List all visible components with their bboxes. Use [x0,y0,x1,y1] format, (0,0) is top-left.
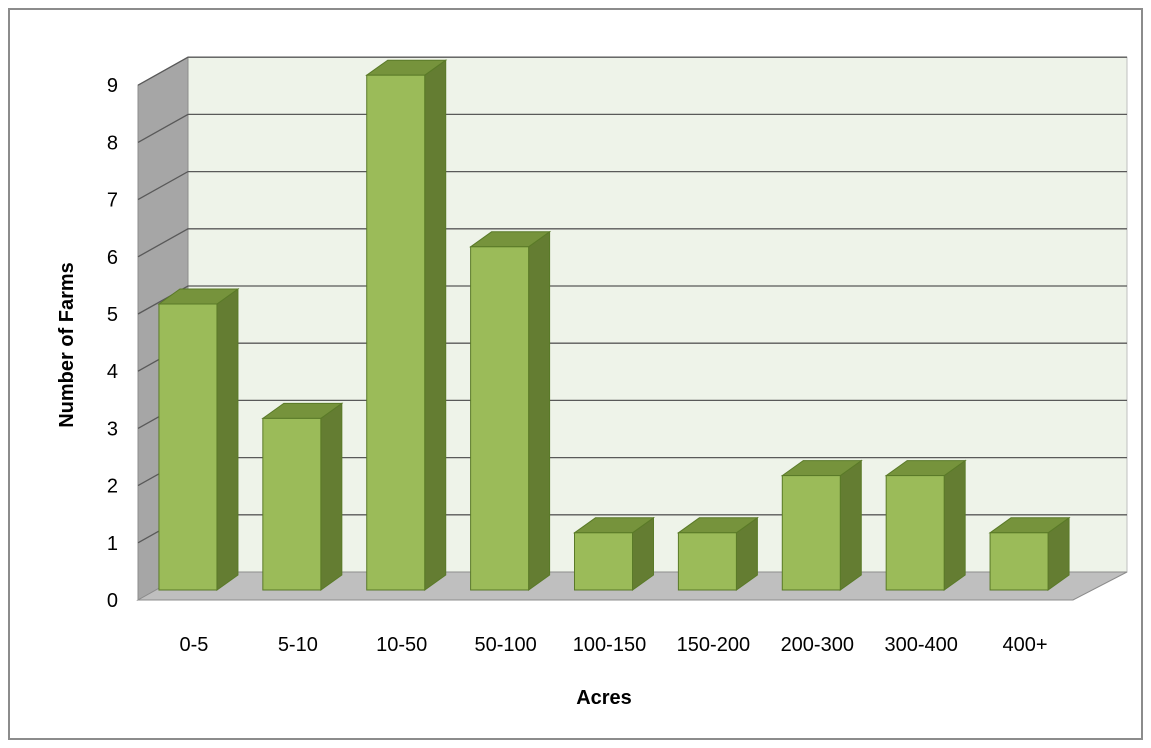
y-tick-label: 9 [107,75,118,97]
y-tick-label: 6 [107,247,118,269]
bar-side [528,230,551,591]
bar [884,459,967,591]
gridline [137,170,1127,201]
bar-side [943,459,966,591]
gridline [137,113,1127,143]
bar-front [158,303,218,591]
bar-front [885,475,945,591]
gridline [137,285,1127,315]
bar [365,59,448,591]
bar-side [216,288,239,591]
y-tick-label: 0 [107,590,118,612]
bar-front [262,417,322,591]
x-tick-label: 150-200 [677,634,750,656]
x-axis-title: Acres [576,687,632,709]
gridline [137,56,1127,86]
y-axis-ticks: 0 1 2 3 4 5 6 7 8 9 [107,75,118,612]
bar [157,288,240,591]
bar-front [781,475,841,591]
x-tick-label: 10-50 [376,634,427,656]
y-tick-label: 3 [107,418,118,440]
y-tick-label: 4 [107,361,118,383]
bar-front [574,532,633,591]
x-tick-label: 0-5 [179,634,208,656]
x-tick-label: 200-300 [781,634,854,656]
x-tick-label: 5-10 [278,634,318,656]
y-tick-label: 5 [107,304,118,326]
x-tick-label: 400+ [1003,634,1048,656]
bar [676,516,759,591]
y-tick-label: 2 [107,476,118,498]
bar-side [320,402,343,591]
y-axis-title: Number of Farms [56,262,78,428]
y-tick-label: 8 [107,132,118,154]
bar-front [677,532,737,591]
bar-front [366,74,426,591]
bar-side [424,59,447,591]
x-tick-label: 50-100 [474,634,536,656]
x-axis-ticks: 0-5 5-10 10-50 50-100 100-150 150-200 200-300 3… [179,634,1047,656]
bar-side [839,459,862,591]
y-tick-label: 7 [107,190,118,212]
bar [780,459,863,591]
y-tick-label: 1 [107,533,118,555]
bar [572,516,656,591]
bar [469,230,552,591]
bars [157,59,1071,591]
x-tick-label: 100-150 [573,634,646,656]
bar [988,516,1071,591]
bar [261,402,344,591]
gridline [137,228,1127,258]
x-tick-label: 300-400 [884,634,957,656]
bar-front [470,246,530,591]
bar-front [989,532,1049,591]
